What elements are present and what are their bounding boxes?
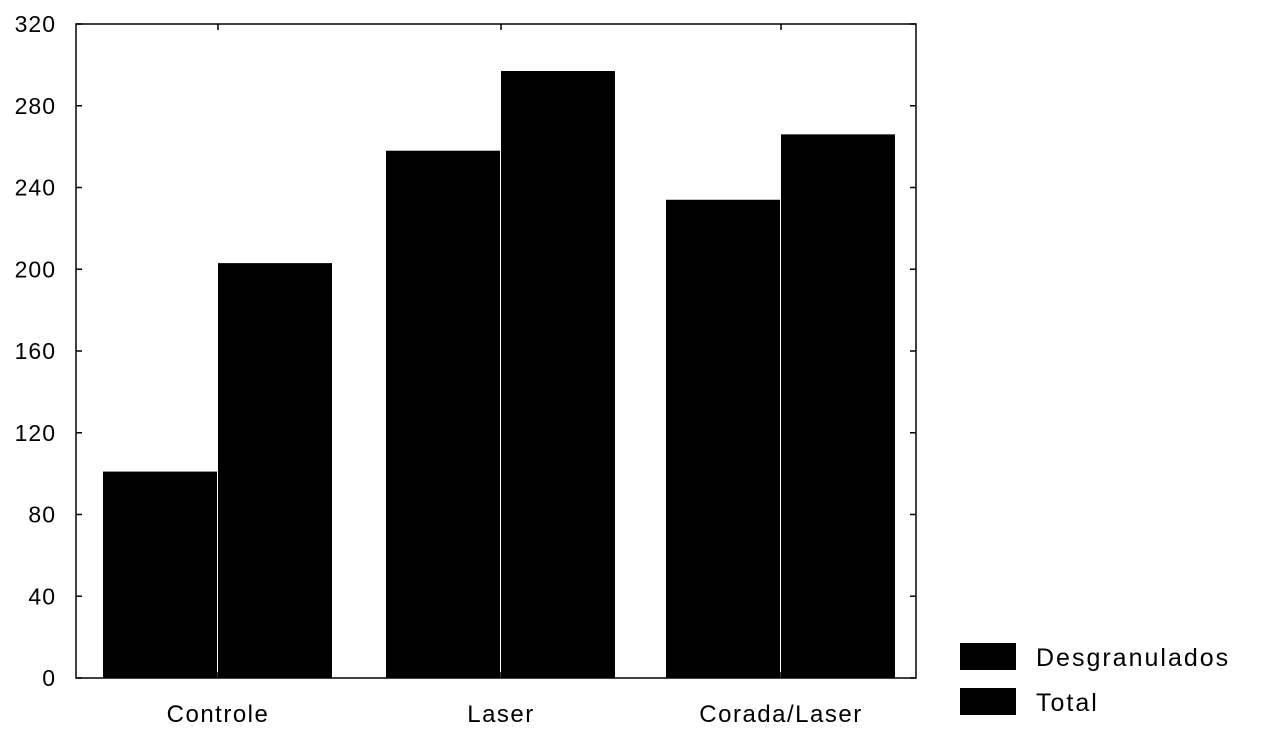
y-tick-label: 80 [28, 502, 56, 528]
x-tick-label: Controle [167, 701, 270, 728]
legend-swatch [960, 688, 1016, 715]
bar-desgranulados-controle [103, 471, 217, 678]
axes-layer: 0 40 80 120 160 200 240 280 320 Controle Laser Cora… [15, 11, 917, 728]
bar-total-corada-laser [781, 134, 895, 679]
y-tick-label: 280 [15, 93, 56, 119]
bar-desgranulados-laser [386, 150, 500, 678]
y-tick-label: 160 [15, 338, 56, 364]
x-tick-label: Corada/Laser [699, 701, 862, 728]
legend-swatch [960, 643, 1016, 670]
y-tick-label: 200 [15, 256, 56, 282]
y-tick-label: 40 [28, 583, 56, 609]
bar-total-controle [218, 263, 332, 678]
y-tick-label: 240 [15, 175, 56, 201]
y-tick-label: 320 [15, 11, 56, 37]
bar-total-laser [501, 71, 615, 679]
bars-layer [103, 71, 895, 679]
legend-label: Total [1036, 689, 1099, 717]
x-tick-label: Laser [467, 701, 535, 728]
legend-label: Desgranulados [1036, 644, 1230, 672]
bar-desgranulados-corada-laser [666, 199, 780, 678]
chart-legend: Desgranulados Total [960, 643, 1230, 717]
y-tick-label: 0 [42, 665, 56, 691]
y-tick-label: 120 [15, 420, 56, 446]
